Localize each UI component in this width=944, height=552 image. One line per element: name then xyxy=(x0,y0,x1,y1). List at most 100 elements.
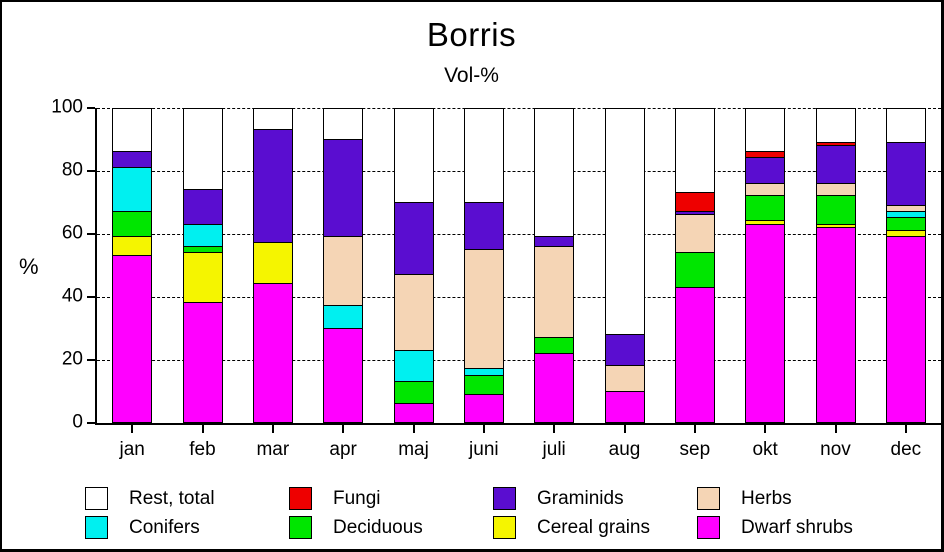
legend-label-rest-total: Rest, total xyxy=(129,487,215,509)
segment-maj-deciduous xyxy=(394,381,433,404)
segment-mar-dwarf-shrubs xyxy=(253,283,292,422)
legend-label-fungi: Fungi xyxy=(333,487,381,509)
segment-feb-deciduous xyxy=(183,245,222,252)
segment-juli-herbs xyxy=(535,245,574,337)
x-axis-tick-dec xyxy=(904,425,907,433)
x-tick-label-maj: maj xyxy=(398,439,429,460)
legend-item-conifers: Conifers xyxy=(85,516,289,539)
bar-mar xyxy=(252,108,293,423)
x-axis-tick-okt xyxy=(764,425,767,433)
y-axis-tick-0 xyxy=(87,422,95,424)
segment-nov-dwarf-shrubs xyxy=(816,226,855,422)
legend-swatch-cereal-grains xyxy=(493,516,516,539)
segment-jan-graminids xyxy=(113,151,152,167)
x-axis-tick-aug xyxy=(623,425,626,433)
legend-item-rest-total: Rest, total xyxy=(85,487,289,510)
bar-aug xyxy=(604,108,645,423)
y-axis-tick-80 xyxy=(87,170,95,172)
x-tick-label-aug: aug xyxy=(608,439,641,460)
gridline-40 xyxy=(97,297,941,298)
y-tick-label-60: 60 xyxy=(61,222,83,244)
segment-okt-herbs xyxy=(746,182,785,196)
x-axis-tick-apr xyxy=(342,425,345,433)
segment-nov-cereal-grains xyxy=(816,223,855,227)
legend-item-herbs: Herbs xyxy=(697,487,901,510)
segment-sep-herbs xyxy=(675,214,714,252)
x-axis-tick-maj xyxy=(412,425,415,433)
bar-apr xyxy=(323,108,364,423)
segment-juli-deciduous xyxy=(535,336,574,353)
bar-maj xyxy=(393,108,434,423)
segment-dec-dwarf-shrubs xyxy=(886,236,925,422)
x-tick-label-sep: sep xyxy=(679,439,711,460)
bar-nov xyxy=(815,108,856,423)
y-axis-tick-40 xyxy=(87,296,95,298)
segment-mar-graminids xyxy=(253,129,292,243)
x-tick-label-nov: nov xyxy=(820,439,851,460)
segment-feb-cereal-grains xyxy=(183,251,222,303)
plot-area: 0 20 40 60 80 100 jan feb mar apr maj juni juli aug se… xyxy=(51,97,941,460)
bar-jan xyxy=(112,108,153,423)
segment-jan-conifers xyxy=(113,166,152,211)
legend-swatch-fungi xyxy=(289,487,312,510)
x-axis-tick-jan xyxy=(131,425,134,433)
segment-juni-dwarf-shrubs xyxy=(464,393,503,422)
segment-dec-deciduous xyxy=(886,217,925,230)
y-tick-label-80: 80 xyxy=(61,159,83,181)
legend-swatch-conifers xyxy=(85,516,108,539)
bar-juli xyxy=(534,108,575,423)
x-tick-label-juni: juni xyxy=(469,439,499,460)
x-axis-tick-nov xyxy=(834,425,837,433)
segment-feb-dwarf-shrubs xyxy=(183,302,222,422)
x-axis-tick-feb xyxy=(201,425,204,433)
segment-feb-conifers xyxy=(183,223,222,246)
segment-jan-dwarf-shrubs xyxy=(113,255,152,422)
legend-item-dwarf-shrubs: Dwarf shrubs xyxy=(697,516,901,539)
bar-feb xyxy=(182,108,223,423)
legend-swatch-dwarf-shrubs xyxy=(697,516,720,539)
legend-label-dwarf-shrubs: Dwarf shrubs xyxy=(741,516,853,538)
y-tick-label-20: 20 xyxy=(61,348,83,370)
segment-juni-deciduous xyxy=(464,374,503,394)
segment-jan-cereal-grains xyxy=(113,236,152,256)
gridline-100 xyxy=(97,108,941,109)
bar-juni xyxy=(463,108,504,423)
gridline-20 xyxy=(97,360,941,361)
gridline-60 xyxy=(97,234,941,235)
y-axis-tick-60 xyxy=(87,233,95,235)
segment-nov-graminids xyxy=(816,144,855,183)
segment-maj-dwarf-shrubs xyxy=(394,403,433,422)
y-tick-label-40: 40 xyxy=(61,285,83,307)
x-tick-label-mar: mar xyxy=(256,439,290,460)
segment-sep-dwarf-shrubs xyxy=(675,286,714,422)
x-tick-label-dec: dec xyxy=(890,439,922,460)
x-axis-tick-sep xyxy=(693,425,696,433)
y-tick-label-100: 100 xyxy=(51,96,83,118)
legend-item-fungi: Fungi xyxy=(289,487,493,510)
x-axis-tick-juli xyxy=(553,425,556,433)
segment-sep-deciduous xyxy=(675,251,714,287)
legend-label-deciduous: Deciduous xyxy=(333,516,423,538)
segment-maj-herbs xyxy=(394,273,433,350)
segment-sep-fungi xyxy=(675,192,714,211)
segment-maj-graminids xyxy=(394,201,433,274)
segment-okt-fungi xyxy=(746,151,785,158)
chart-subtitle: Vol-% xyxy=(444,64,499,87)
segment-jan-deciduous xyxy=(113,210,152,237)
segment-okt-graminids xyxy=(746,157,785,183)
y-axis-label: % xyxy=(19,254,39,279)
segment-aug-herbs xyxy=(605,365,644,391)
segment-sep-graminids xyxy=(675,210,714,215)
legend-swatch-deciduous xyxy=(289,516,312,539)
segment-apr-conifers xyxy=(324,305,363,328)
segment-nov-herbs xyxy=(816,182,855,196)
chart-title: Borris xyxy=(426,16,517,53)
legend-label-herbs: Herbs xyxy=(741,487,792,509)
segment-juli-dwarf-shrubs xyxy=(535,352,574,422)
legend-label-graminids: Graminids xyxy=(537,487,624,509)
y-tick-label-0: 0 xyxy=(72,411,83,433)
legend-label-cereal-grains: Cereal grains xyxy=(537,516,650,538)
x-tick-label-feb: feb xyxy=(189,439,216,460)
x-tick-label-okt: okt xyxy=(752,439,778,460)
legend: Rest, total Fungi Graminids Herbs Conifers De… xyxy=(85,484,901,542)
